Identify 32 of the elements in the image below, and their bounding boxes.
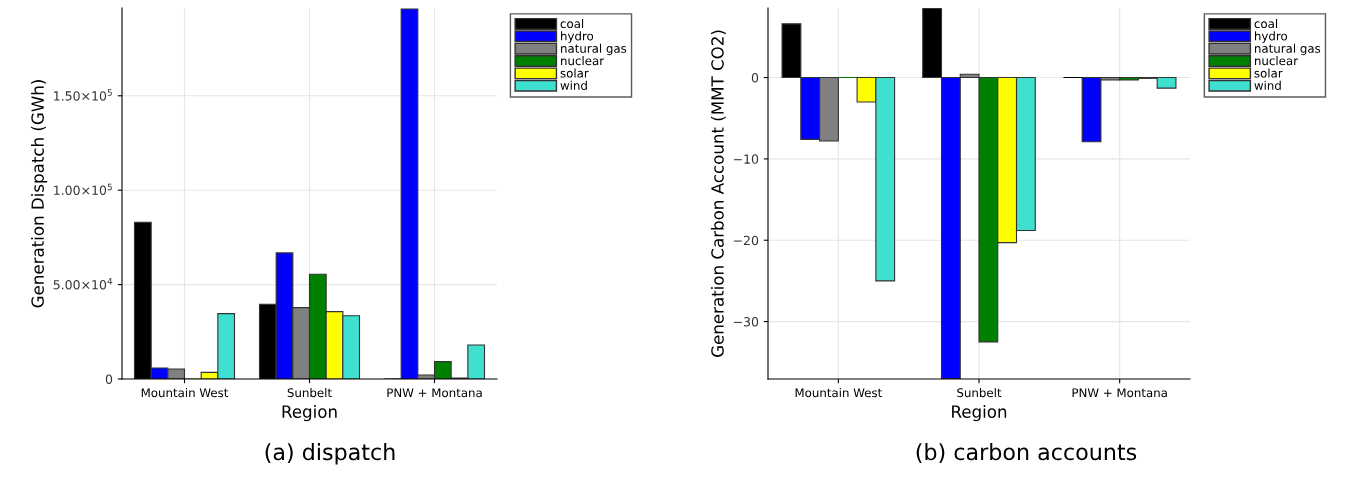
x-tick-label: Sunbelt [957, 388, 1002, 398]
legend-label: hydro [1255, 31, 1288, 43]
x-tick-label: Sunbelt [287, 388, 332, 398]
legend-label: solar [560, 68, 589, 78]
y-tick-label: 0 [751, 73, 759, 83]
y-axis-title: Generation Dispatch (GWh) [31, 80, 48, 308]
legend-label: natural gas [1255, 43, 1321, 56]
y-tick-label: −30 [733, 317, 759, 327]
y-tick-label: −20 [733, 235, 759, 246]
x-tick-label: PNW + Montana [1072, 388, 1167, 398]
legend-label: wind [1254, 80, 1281, 90]
legend-label: coal [560, 18, 584, 29]
y-tick-label: 5.00×10$^{4}$ [53, 278, 113, 290]
legend-label: nuclear [561, 56, 605, 66]
y-tick-label: −10 [733, 154, 759, 164]
x-axis-title: Region [282, 405, 337, 422]
y-tick-label: 1.00×10$^{5}$ [54, 183, 112, 196]
legend-label: nuclear [1255, 56, 1299, 66]
x-axis-title: Region [952, 405, 1007, 422]
x-tick-label: Mountain West [795, 388, 882, 398]
legend-label: coal [1254, 18, 1278, 29]
legend-label: wind [560, 80, 587, 90]
text: (a) dispatch [265, 443, 395, 465]
text: (b) carbon accounts [916, 443, 1137, 463]
legend-label: solar [1254, 68, 1283, 78]
x-tick-label: PNW + Montana [387, 388, 482, 398]
legend-label: hydro [561, 31, 594, 43]
y-tick-label: 1.50×10$^{5}$ [54, 89, 112, 101]
x-tick-label: Mountain West [141, 388, 229, 398]
y-axis-title: Generation Carbon Account (MMT CO2) [710, 30, 726, 357]
legend-label: natural gas [561, 43, 627, 56]
y-tick-label: 0 [105, 374, 113, 384]
